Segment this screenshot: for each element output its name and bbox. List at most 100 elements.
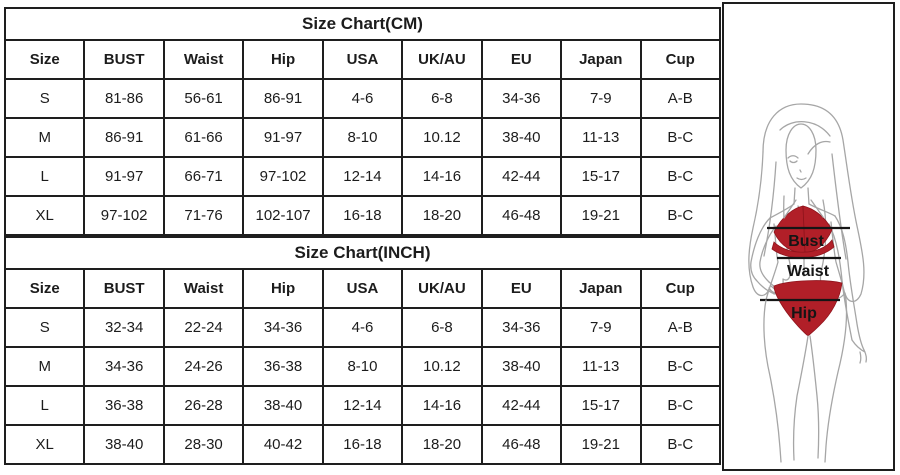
table-row: XL 97-102 71-76 102-107 16-18 18-20 46-48 19-21… bbox=[3, 195, 721, 236]
value-cell: 38-40 bbox=[480, 346, 563, 387]
value-cell: 4-6 bbox=[321, 307, 404, 348]
value-cell: 40-42 bbox=[242, 424, 324, 465]
title-row: Size Chart(INCH) bbox=[4, 236, 721, 270]
column-header: EU bbox=[480, 39, 563, 80]
value-cell: 18-20 bbox=[401, 195, 483, 236]
value-cell: B-C bbox=[639, 385, 721, 426]
value-cell: 11-13 bbox=[560, 117, 642, 158]
value-cell: 16-18 bbox=[321, 195, 404, 236]
value-cell: 97-102 bbox=[242, 156, 324, 197]
column-header: Japan bbox=[560, 268, 642, 309]
value-cell: 34-36 bbox=[480, 78, 563, 119]
value-cell: 46-48 bbox=[480, 424, 563, 465]
value-cell: 97-102 bbox=[83, 195, 165, 236]
size-chart-inch-title: Size Chart(INCH) bbox=[4, 236, 721, 270]
bust-label: Bust bbox=[788, 233, 824, 250]
value-cell: 91-97 bbox=[83, 156, 165, 197]
size-cell: M bbox=[3, 117, 86, 158]
size-charts-container: Size Chart(CM) Size BUST Waist Hip USA UK/AU E… bbox=[3, 7, 721, 465]
size-chart-cm-table: Size Chart(CM) Size BUST Waist Hip USA UK/AU E… bbox=[3, 7, 721, 236]
title-row: Size Chart(CM) bbox=[4, 7, 721, 41]
legs bbox=[763, 299, 848, 463]
value-cell: 38-40 bbox=[83, 424, 165, 465]
column-header: Waist bbox=[162, 268, 245, 309]
table-row: S 32-34 22-24 34-36 4-6 6-8 34-36 7-9 A-B bbox=[3, 307, 721, 348]
value-cell: 26-28 bbox=[162, 385, 245, 426]
column-header: UK/AU bbox=[401, 39, 483, 80]
value-cell: B-C bbox=[639, 117, 721, 158]
size-chart-cm-body: Size Chart(CM) Size BUST Waist Hip USA UK/AU E… bbox=[3, 7, 721, 236]
hip-label: Hip bbox=[791, 305, 817, 322]
value-cell: 34-36 bbox=[480, 307, 563, 348]
size-cell: M bbox=[3, 346, 86, 387]
value-cell: 6-8 bbox=[401, 78, 483, 119]
size-cell: XL bbox=[3, 195, 86, 236]
column-header: Cup bbox=[639, 268, 721, 309]
value-cell: 46-48 bbox=[480, 195, 563, 236]
value-cell: B-C bbox=[639, 424, 721, 465]
value-cell: 36-38 bbox=[242, 346, 324, 387]
value-cell: 10.12 bbox=[401, 346, 483, 387]
value-cell: 12-14 bbox=[321, 156, 404, 197]
column-header: UK/AU bbox=[401, 268, 483, 309]
value-cell: 10.12 bbox=[401, 117, 483, 158]
value-cell: 61-66 bbox=[162, 117, 245, 158]
column-header: EU bbox=[480, 268, 563, 309]
value-cell: 38-40 bbox=[242, 385, 324, 426]
value-cell: 32-34 bbox=[83, 307, 165, 348]
column-header: Hip bbox=[242, 39, 324, 80]
column-header: Size bbox=[3, 268, 86, 309]
value-cell: 14-16 bbox=[401, 385, 483, 426]
column-header: USA bbox=[321, 39, 404, 80]
value-cell: 8-10 bbox=[321, 346, 404, 387]
header-row: Size BUST Waist Hip USA UK/AU EU Japan Cup bbox=[3, 268, 721, 309]
value-cell: 56-61 bbox=[162, 78, 245, 119]
value-cell: 18-20 bbox=[401, 424, 483, 465]
value-cell: 102-107 bbox=[242, 195, 324, 236]
value-cell: 22-24 bbox=[162, 307, 245, 348]
size-cell: S bbox=[3, 307, 86, 348]
value-cell: 71-76 bbox=[162, 195, 245, 236]
value-cell: 91-97 bbox=[242, 117, 324, 158]
size-chart-inch-table: Size Chart(INCH) Size BUST Waist Hip USA UK/A… bbox=[3, 236, 721, 465]
table-row: XL 38-40 28-30 40-42 16-18 18-20 46-48 19-21 B-C bbox=[3, 424, 721, 465]
table-row: M 86-91 61-66 91-97 8-10 10.12 38-40 11-13 B-C bbox=[3, 117, 721, 158]
value-cell: 16-18 bbox=[321, 424, 404, 465]
value-cell: 12-14 bbox=[321, 385, 404, 426]
table-row: L 91-97 66-71 97-102 12-14 14-16 42-44 15-17 B-C bbox=[3, 156, 721, 197]
table-row: L 36-38 26-28 38-40 12-14 14-16 42-44 15-17 B-C bbox=[3, 385, 721, 426]
value-cell: 42-44 bbox=[480, 385, 563, 426]
value-cell: 36-38 bbox=[83, 385, 165, 426]
value-cell: 86-91 bbox=[242, 78, 324, 119]
size-cell: S bbox=[3, 78, 86, 119]
header-row: Size BUST Waist Hip USA UK/AU EU Japan Cup bbox=[3, 39, 721, 80]
column-header: BUST bbox=[83, 39, 165, 80]
value-cell: 15-17 bbox=[560, 385, 642, 426]
table-row: S 81-86 56-61 86-91 4-6 6-8 34-36 7-9 A-B bbox=[3, 78, 721, 119]
column-header: Hip bbox=[242, 268, 324, 309]
size-chart-cm-title: Size Chart(CM) bbox=[4, 7, 721, 41]
value-cell: 19-21 bbox=[560, 424, 642, 465]
table-row: M 34-36 24-26 36-38 8-10 10.12 38-40 11-13 B-C bbox=[3, 346, 721, 387]
value-cell: 66-71 bbox=[162, 156, 245, 197]
value-cell: 14-16 bbox=[401, 156, 483, 197]
measurement-figure-panel: Bust Waist Hip bbox=[722, 2, 895, 471]
value-cell: 86-91 bbox=[83, 117, 165, 158]
column-header: Waist bbox=[162, 39, 245, 80]
size-chart-inch-body: Size Chart(INCH) Size BUST Waist Hip USA UK/A… bbox=[3, 236, 721, 465]
value-cell: 28-30 bbox=[162, 424, 245, 465]
size-cell: XL bbox=[3, 424, 86, 465]
value-cell: 6-8 bbox=[401, 307, 483, 348]
value-cell: 24-26 bbox=[162, 346, 245, 387]
value-cell: B-C bbox=[639, 156, 721, 197]
value-cell: 34-36 bbox=[242, 307, 324, 348]
value-cell: 42-44 bbox=[480, 156, 563, 197]
value-cell: 19-21 bbox=[560, 195, 642, 236]
value-cell: B-C bbox=[639, 346, 721, 387]
size-cell: L bbox=[3, 385, 86, 426]
value-cell: 38-40 bbox=[480, 117, 563, 158]
column-header: Cup bbox=[639, 39, 721, 80]
value-cell: B-C bbox=[639, 195, 721, 236]
value-cell: 8-10 bbox=[321, 117, 404, 158]
column-header: USA bbox=[321, 268, 404, 309]
